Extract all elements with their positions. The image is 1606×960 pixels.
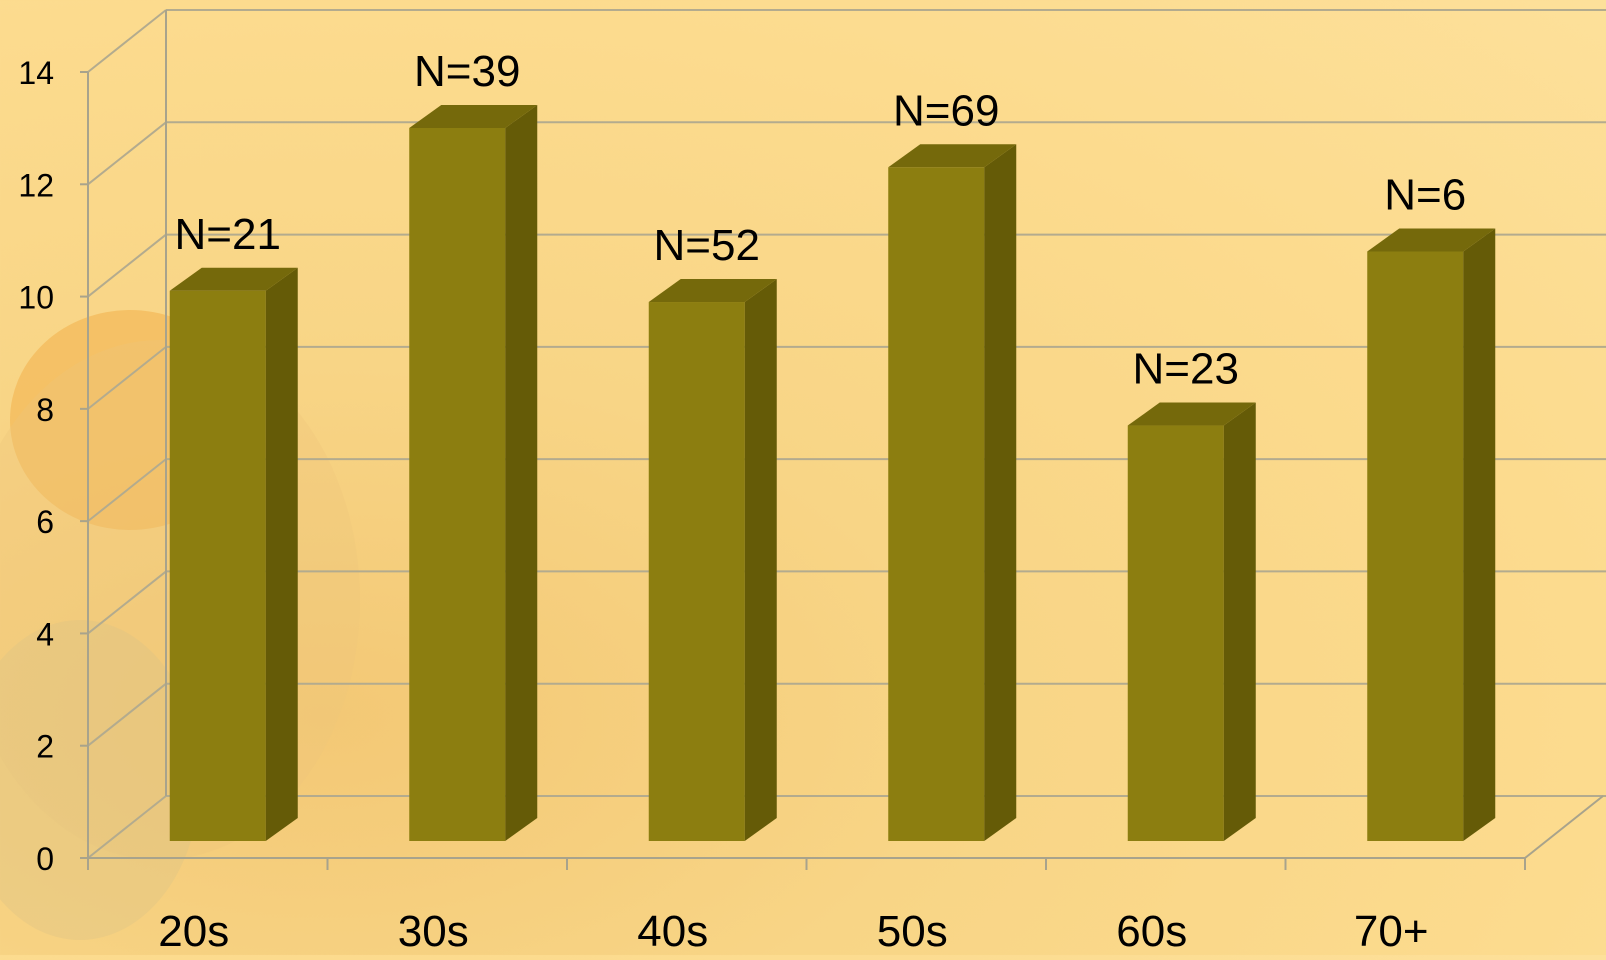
y-tick-label: 14	[18, 55, 54, 91]
x-tick-label: 40s	[637, 907, 708, 955]
gridlines	[87, 9, 1606, 859]
bar-top	[648, 279, 777, 303]
y-tick-label: 8	[36, 392, 54, 428]
y-tick-label: 4	[36, 616, 54, 652]
x-tick-label: 60s	[1116, 907, 1187, 955]
data-label: N=69	[893, 86, 999, 135]
bar-top	[169, 267, 298, 291]
data-label: N=52	[654, 221, 760, 270]
gridline-side	[87, 682, 167, 747]
bar-front	[409, 127, 506, 841]
gridline-side	[87, 458, 167, 522]
gridline-side	[87, 233, 167, 298]
bar-top	[888, 144, 1017, 168]
bar-side	[984, 144, 1017, 842]
bar-top	[1367, 228, 1496, 252]
y-axis-tick-labels: 0 2 4 6 8 10 12 14	[18, 55, 88, 877]
bar-60s	[1127, 402, 1256, 841]
y-tick-label: 12	[18, 167, 54, 203]
gridline-side	[87, 121, 167, 186]
bar-70+	[1367, 228, 1496, 841]
data-label: N=39	[414, 47, 520, 96]
bar-front	[169, 290, 266, 841]
gridline-side	[87, 795, 167, 859]
data-label: N=23	[1133, 345, 1239, 394]
bar-top	[1127, 402, 1256, 426]
bar-side	[744, 279, 777, 841]
bar-50s	[888, 144, 1017, 842]
data-label: N=6	[1384, 171, 1466, 220]
x-axis-tick-labels: 20s 30s 40s 50s 60s 70+	[158, 907, 1429, 956]
x-tick-label: 20s	[158, 907, 229, 955]
data-label: N=21	[175, 210, 281, 259]
x-tick-label: 70+	[1354, 907, 1429, 955]
bar-40s	[648, 279, 777, 841]
axes	[87, 10, 1604, 870]
bar-front	[1367, 251, 1464, 841]
bar-top	[409, 104, 538, 128]
bar-20s	[169, 267, 298, 841]
y-tick-label: 0	[36, 841, 54, 877]
gridline-side	[87, 9, 167, 73]
bar-side	[505, 104, 538, 841]
bar-side	[1223, 402, 1256, 841]
y-tick-label: 2	[36, 729, 54, 765]
gridline-side	[87, 346, 167, 410]
gridline-side	[87, 570, 167, 635]
y-tick-label: 10	[18, 280, 54, 316]
bar-side	[1463, 228, 1496, 841]
bar-side	[265, 267, 298, 841]
y-tick-label: 6	[36, 504, 54, 540]
bar-front	[648, 302, 745, 841]
bar-front	[1127, 425, 1224, 841]
data-labels: N=21 N=39 N=52 N=69 N=23 N=6	[175, 47, 1467, 394]
bar-30s	[409, 104, 538, 841]
bar-front	[888, 167, 985, 842]
floor-edge	[1524, 795, 1604, 859]
bars	[169, 104, 1496, 842]
x-tick-label: 50s	[877, 907, 948, 955]
x-tick-label: 30s	[398, 907, 469, 955]
